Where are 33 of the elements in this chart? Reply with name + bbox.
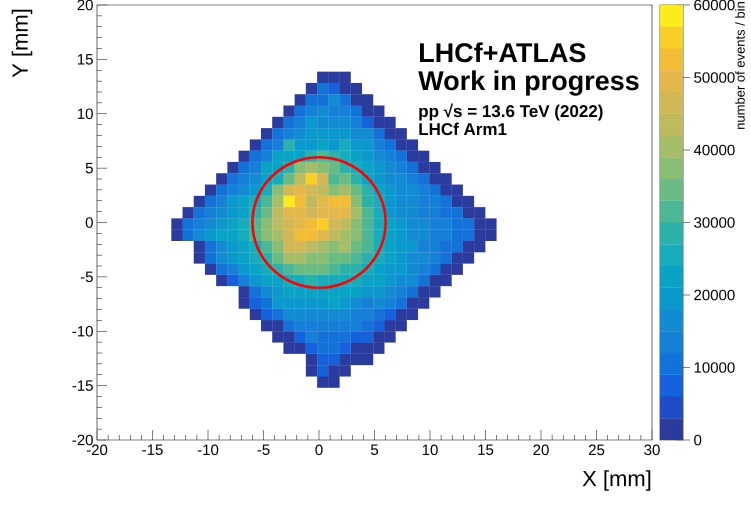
color-bar-title: number of events / bin (735, 2, 745, 129)
y-tick-label: 5 (86, 162, 93, 174)
y-tick-label: 10 (78, 108, 93, 120)
x-tick-label: 20 (533, 444, 549, 456)
y-axis-title: Y [mm] (12, 10, 32, 78)
color-bar-label: 30000 (694, 217, 735, 228)
annotation: pp √s = 13.6 TeV (2022) (419, 104, 603, 121)
y-tick-label: -10 (72, 326, 93, 337)
y-tick-label: -5 (80, 272, 93, 282)
y-tick-label: -20 (72, 434, 93, 446)
color-bar-label: 60000 (694, 0, 735, 10)
annotation: Work in progress (418, 70, 639, 96)
x-tick-label: 0 (315, 444, 323, 456)
x-tick-label: 5 (370, 444, 378, 455)
color-bar-label: 40000 (694, 144, 735, 156)
x-tick-label: 25 (588, 444, 604, 456)
y-tick-label: -15 (72, 380, 93, 391)
x-tick-label: 10 (422, 444, 438, 456)
y-tick-label: 20 (78, 0, 93, 10)
annotation: LHCf+ATLAS (420, 42, 586, 62)
color-bar-label: 0 (694, 434, 702, 446)
y-tick-label: 0 (86, 217, 93, 228)
x-tick-label: -10 (198, 444, 218, 456)
color-bar-label: 50000 (694, 72, 735, 83)
x-tick-label: 30 (644, 444, 660, 456)
color-bar-label: 10000 (694, 362, 735, 373)
y-tick-label: 15 (78, 54, 93, 65)
x-axis-title: X [mm] (582, 470, 650, 491)
x-tick-label: 15 (478, 444, 494, 455)
x-tick-label: -5 (258, 444, 270, 455)
x-tick-label: -15 (142, 444, 163, 455)
annotation: LHCf Arm1 (419, 122, 506, 136)
color-bar-label: 20000 (694, 290, 735, 300)
